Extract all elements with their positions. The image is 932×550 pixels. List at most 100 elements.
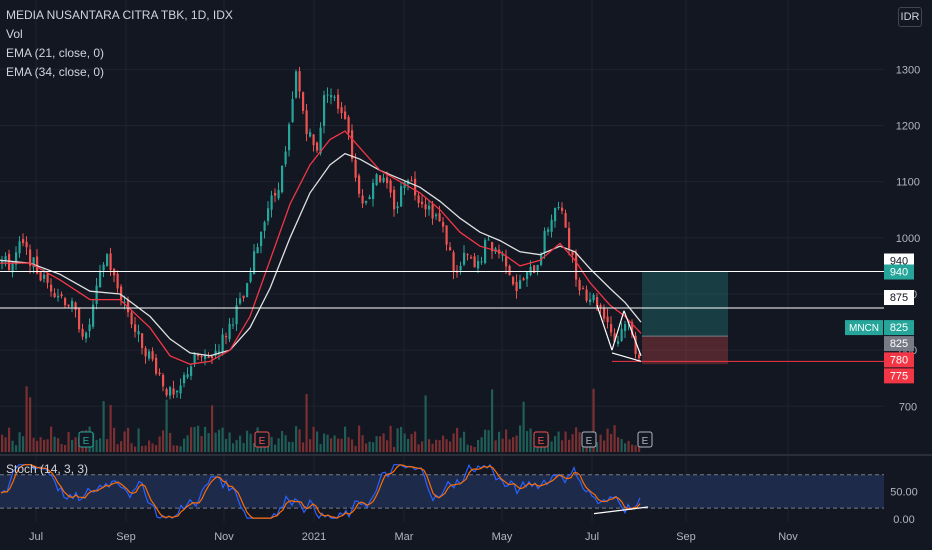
candle-body	[253, 251, 256, 275]
volume-bar	[298, 429, 301, 452]
volume-bar	[218, 429, 221, 452]
candle-body	[564, 213, 567, 228]
candle-body	[459, 265, 462, 271]
candle-body	[319, 127, 322, 154]
candle-body	[428, 205, 431, 210]
candle-body	[207, 357, 210, 359]
volume-bar	[340, 438, 343, 452]
candle-body	[256, 247, 259, 254]
volume-bar	[284, 435, 287, 452]
candle-body	[578, 280, 581, 291]
candle-body	[277, 189, 280, 199]
price-tick-label: 1200	[896, 120, 920, 132]
volume-bar	[4, 437, 7, 452]
volume-bar	[589, 446, 592, 452]
price-tick-label: 1000	[896, 233, 920, 245]
candle-body	[8, 253, 11, 270]
candle-body	[393, 189, 396, 210]
volume-bar	[431, 443, 434, 452]
price-badge	[884, 352, 914, 368]
volume-bar	[144, 445, 147, 452]
volume-bar	[452, 433, 455, 452]
stoch-tick-label: 0.00	[893, 514, 914, 526]
candle-body	[365, 201, 368, 203]
candle-body	[130, 312, 133, 325]
candle-body	[158, 372, 161, 375]
volume-bar	[480, 437, 483, 452]
volume-bar	[130, 443, 133, 452]
volume-bar	[365, 443, 368, 452]
symbol-tag	[845, 320, 883, 336]
candle-body	[50, 284, 53, 292]
volume-bar	[379, 436, 382, 452]
volume-bar	[32, 437, 35, 452]
candle-body	[288, 124, 291, 151]
candle-body	[372, 182, 375, 199]
candle-body	[36, 256, 39, 274]
volume-bar	[634, 445, 637, 452]
volume-bar	[358, 425, 361, 452]
candle-body	[603, 307, 606, 319]
candle-body	[557, 206, 560, 208]
volume-bar	[242, 442, 245, 452]
price-badge-text: 775	[890, 370, 908, 382]
candle-body	[183, 374, 186, 384]
volume-bar	[253, 443, 256, 452]
volume-bar	[15, 445, 18, 452]
candle-body	[561, 207, 564, 211]
volume-bar	[46, 439, 49, 452]
volume-bar	[337, 438, 340, 452]
candle-body	[351, 130, 354, 160]
legend-ema21: EMA (21, close, 0)	[6, 46, 105, 60]
volume-bar	[137, 428, 140, 452]
volume-bar	[232, 443, 235, 452]
volume-bar	[260, 443, 263, 452]
candle-body	[414, 178, 417, 196]
legend-vol: Vol	[6, 27, 23, 41]
candle-body	[53, 293, 56, 298]
volume-bar	[529, 428, 532, 452]
volume-bar	[162, 430, 165, 452]
volume-bar	[330, 438, 333, 452]
volume-bar	[64, 445, 67, 452]
candle-body	[95, 285, 98, 304]
candle-body	[571, 250, 574, 255]
volume-bar	[519, 425, 522, 452]
candle-body	[169, 387, 172, 396]
currency-badge[interactable]: IDR	[898, 7, 922, 27]
candle-body	[347, 117, 350, 133]
candle-body	[599, 305, 602, 308]
candle-body	[435, 214, 438, 217]
candle-body	[148, 351, 151, 359]
candle-body	[337, 94, 340, 109]
candle-body	[190, 366, 193, 376]
candle-body	[263, 222, 266, 231]
volume-bar	[67, 432, 70, 452]
price-badge-text: 825	[890, 338, 908, 350]
volume-bar	[214, 432, 217, 452]
volume-bar	[526, 431, 529, 452]
volume-bar	[550, 441, 553, 452]
volume-bar	[200, 436, 203, 452]
volume-bar	[53, 436, 56, 452]
volume-bar	[351, 439, 354, 452]
volume-bar	[113, 427, 116, 452]
candle-body	[519, 280, 522, 289]
candle-body	[582, 288, 585, 290]
candle-body	[470, 257, 473, 259]
candle-body	[431, 204, 434, 219]
volume-bar	[309, 439, 312, 452]
volume-bar	[445, 439, 448, 452]
candle-body	[81, 328, 84, 337]
volume-bar	[386, 440, 389, 452]
volume-bar	[281, 430, 284, 452]
volume-bar	[389, 425, 392, 452]
volume-bar	[603, 440, 606, 452]
candle-body	[200, 356, 203, 358]
candle-body	[71, 300, 74, 308]
volume-bar	[179, 446, 182, 452]
candle-body	[225, 336, 228, 338]
volume-bar	[1, 434, 4, 452]
volume-bar	[617, 437, 620, 452]
